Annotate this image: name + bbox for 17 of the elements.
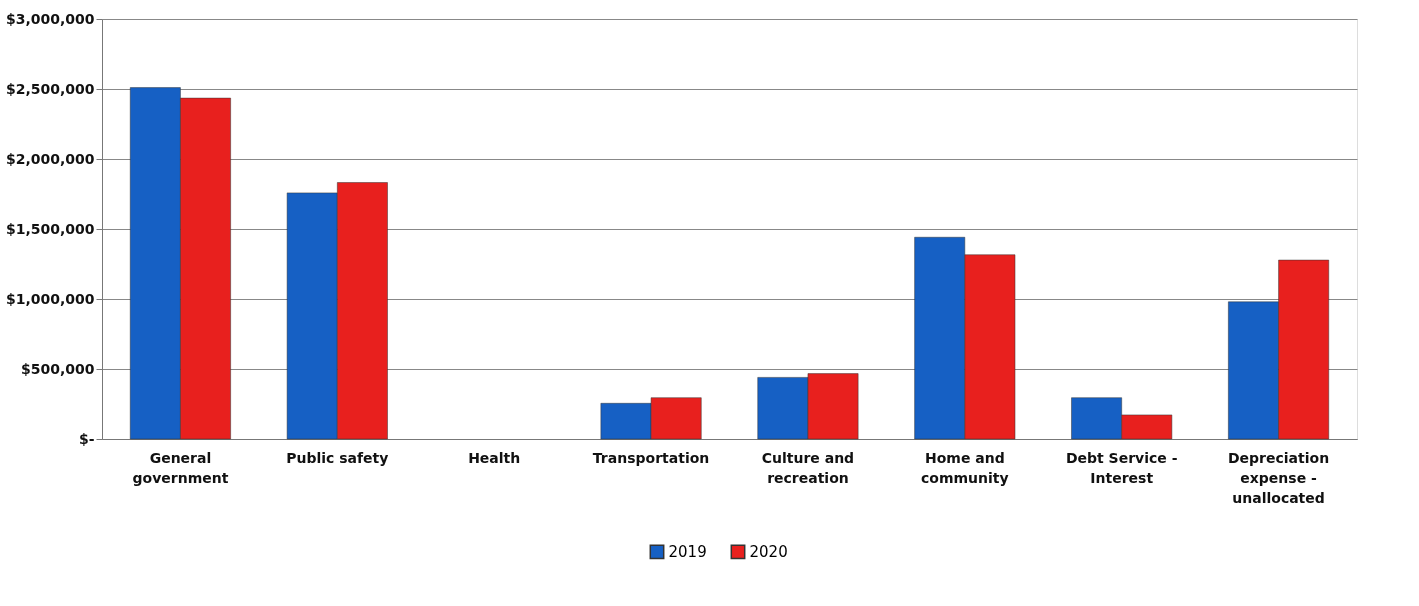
y-tick-label: $2,500,000: [5, 80, 95, 97]
y-tick-label: $3,000,000: [5, 10, 95, 27]
x-tick-label: Depreciation expense - unallocated: [1227, 449, 1330, 506]
legend-label: 2019: [668, 542, 707, 561]
legend-label: 2020: [749, 542, 788, 561]
x-tick-label: General government: [132, 449, 229, 486]
x-tick-label: Public safety: [286, 449, 389, 466]
x-tick-label: Debt Service - Interest: [1065, 449, 1178, 486]
y-tick-label: $500,000: [20, 360, 95, 377]
x-tick-label: Health: [468, 449, 521, 466]
x-tick-label: Home and community: [920, 449, 1009, 486]
y-tick-label: $2,000,000: [5, 150, 95, 167]
y-tick-label: $-: [78, 430, 95, 447]
y-tick-label: $1,000,000: [5, 290, 95, 307]
y-tick-label: $1,500,000: [5, 220, 95, 237]
x-tick-label: Culture and recreation: [761, 449, 855, 486]
x-tick-label: Transportation: [592, 449, 710, 466]
